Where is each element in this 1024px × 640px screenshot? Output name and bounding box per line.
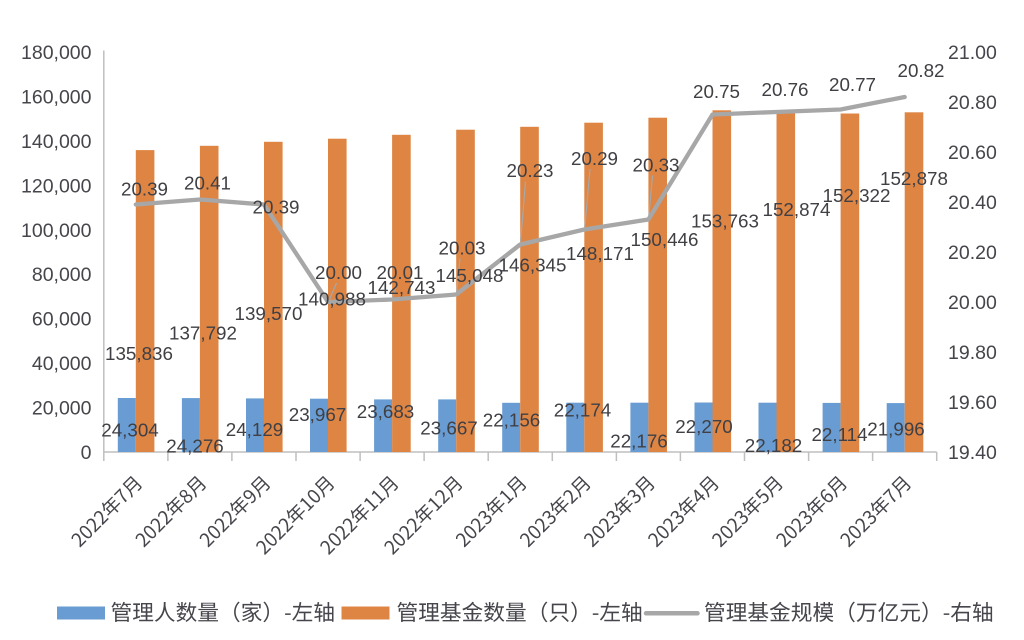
svg-text:19.80: 19.80	[948, 342, 997, 364]
svg-text:20.77: 20.77	[829, 74, 876, 95]
svg-text:140,000: 140,000	[21, 131, 92, 153]
svg-text:22,270: 22,270	[675, 416, 732, 437]
svg-text:142,743: 142,743	[368, 277, 436, 298]
svg-text:20.40: 20.40	[948, 192, 997, 214]
svg-text:20.00: 20.00	[315, 262, 362, 283]
svg-text:160,000: 160,000	[21, 86, 92, 108]
svg-text:21,996: 21,996	[867, 419, 924, 440]
svg-text:23,683: 23,683	[357, 401, 414, 422]
svg-text:21.00: 21.00	[948, 42, 997, 64]
svg-text:20.29: 20.29	[571, 148, 618, 169]
svg-text:40,000: 40,000	[32, 353, 92, 375]
svg-text:0: 0	[81, 442, 92, 464]
svg-text:23,967: 23,967	[289, 404, 346, 425]
svg-text:22,174: 22,174	[554, 400, 611, 421]
svg-text:20.82: 20.82	[898, 60, 945, 81]
svg-text:150,446: 150,446	[631, 229, 699, 250]
svg-text:20.39: 20.39	[121, 179, 168, 200]
svg-text:20.41: 20.41	[184, 173, 231, 194]
svg-text:20.03: 20.03	[439, 238, 486, 259]
svg-text:20.80: 20.80	[948, 92, 997, 114]
svg-text:22,176: 22,176	[610, 431, 667, 452]
svg-text:23,667: 23,667	[420, 418, 477, 439]
svg-text:24,304: 24,304	[101, 420, 158, 441]
svg-text:20.23: 20.23	[507, 160, 554, 181]
svg-text:148,171: 148,171	[566, 243, 634, 264]
svg-text:20.01: 20.01	[377, 262, 424, 283]
svg-text:19.60: 19.60	[948, 392, 997, 414]
svg-text:135,836: 135,836	[105, 343, 173, 364]
svg-text:20.20: 20.20	[948, 242, 997, 264]
svg-text:22,156: 22,156	[483, 410, 540, 431]
svg-text:20.60: 20.60	[948, 142, 997, 164]
svg-text:20.39: 20.39	[253, 197, 300, 218]
svg-text:152,878: 152,878	[880, 168, 948, 189]
svg-text:20.76: 20.76	[762, 79, 809, 100]
svg-text:22,182: 22,182	[745, 435, 802, 456]
svg-text:180,000: 180,000	[21, 42, 92, 64]
svg-text:145,048: 145,048	[436, 265, 504, 286]
svg-text:20.33: 20.33	[633, 155, 680, 176]
svg-text:100,000: 100,000	[21, 220, 92, 242]
svg-text:152,874: 152,874	[763, 199, 831, 220]
svg-text:20.00: 20.00	[948, 292, 997, 314]
svg-text:139,570: 139,570	[235, 303, 303, 324]
svg-text:137,792: 137,792	[169, 323, 237, 344]
svg-text:24,276: 24,276	[166, 436, 223, 457]
svg-text:22,114: 22,114	[811, 424, 867, 445]
svg-text:80,000: 80,000	[32, 264, 92, 286]
svg-text:24,129: 24,129	[226, 419, 283, 440]
svg-text:146,345: 146,345	[499, 255, 567, 276]
svg-text:60,000: 60,000	[32, 309, 92, 331]
svg-text:19.40: 19.40	[948, 442, 997, 464]
svg-text:152,322: 152,322	[823, 185, 891, 206]
svg-text:20.75: 20.75	[693, 81, 740, 102]
svg-text:140,988: 140,988	[298, 289, 366, 310]
svg-text:153,763: 153,763	[691, 211, 759, 232]
svg-text:20,000: 20,000	[32, 398, 92, 420]
svg-text:120,000: 120,000	[21, 175, 92, 197]
